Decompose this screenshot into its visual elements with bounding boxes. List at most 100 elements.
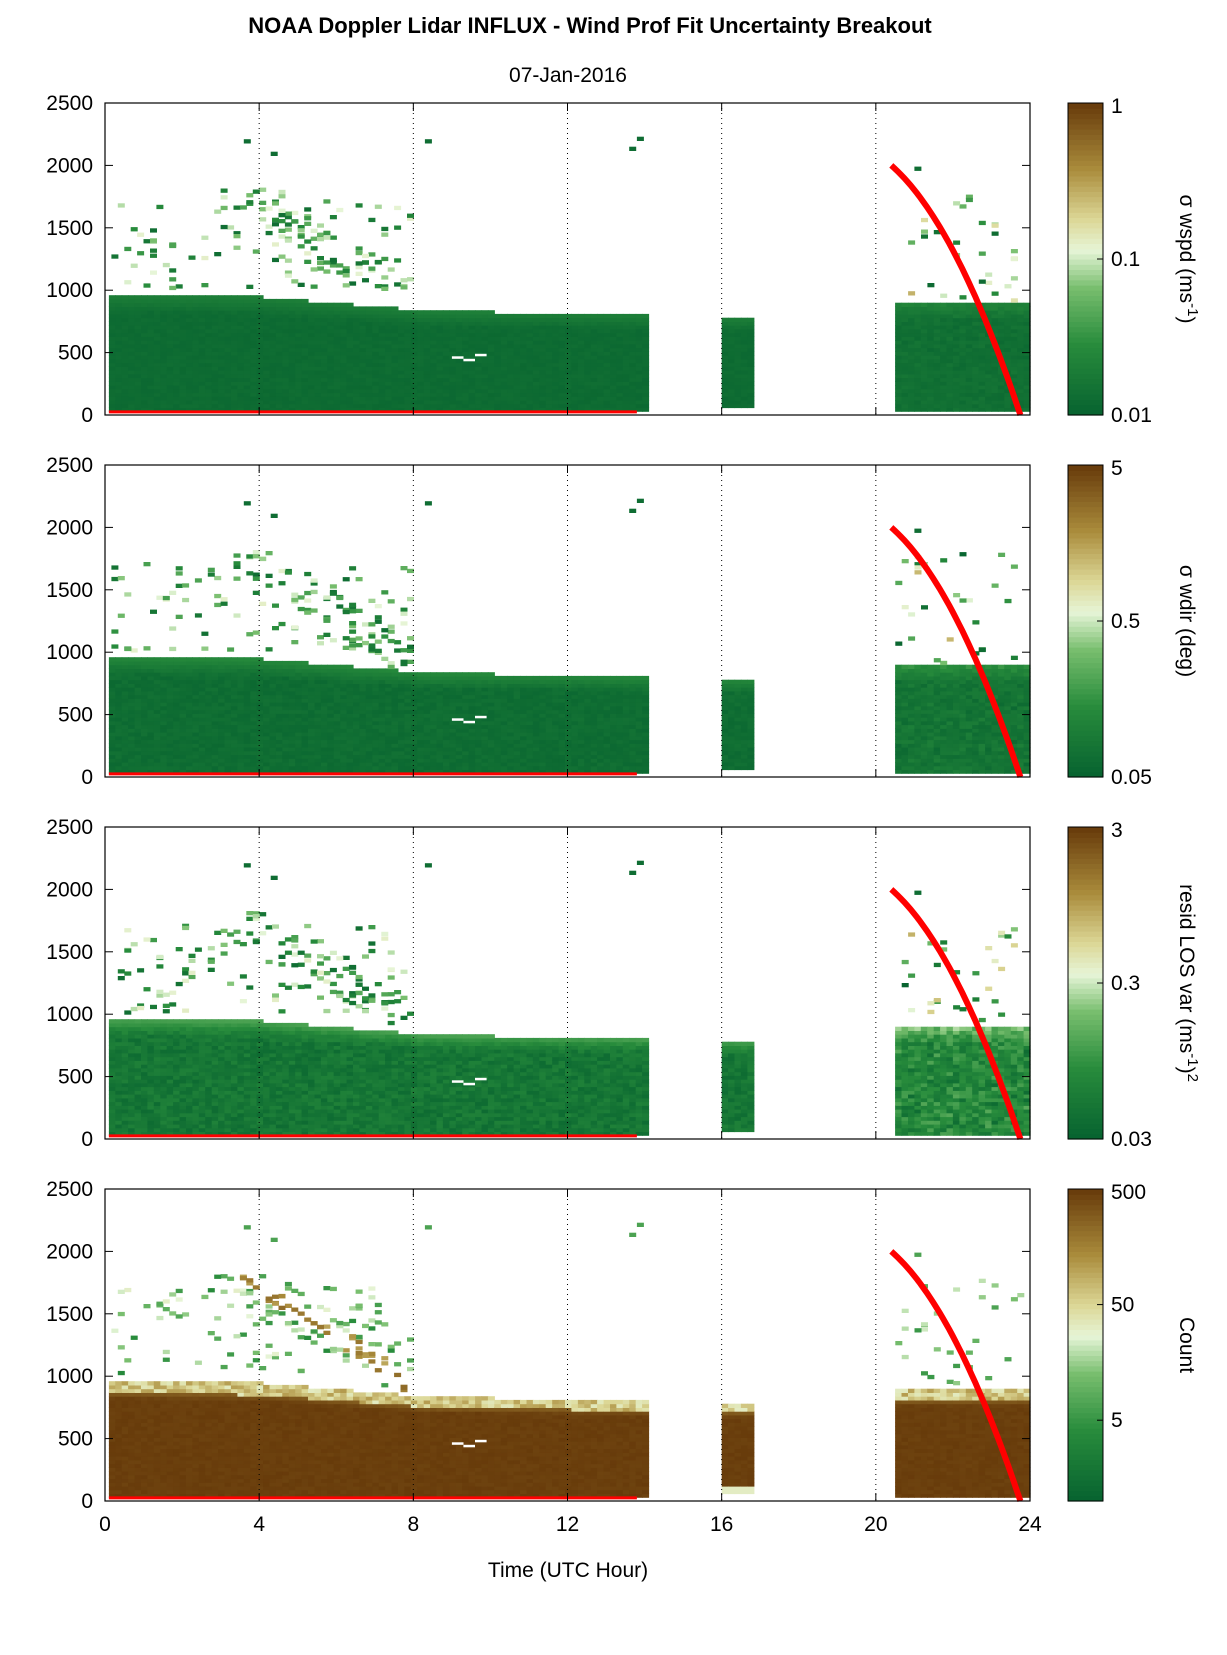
heatmap-cell [398, 381, 405, 386]
heatmap-cell [616, 328, 624, 334]
heatmap-cell [218, 683, 226, 688]
heatmap-cell [272, 201, 279, 206]
heatmap-cell [160, 717, 168, 722]
heatmap-cell [205, 657, 213, 662]
heatmap-cell [365, 743, 373, 748]
heatmap-cell [252, 249, 260, 254]
heatmap-cell [603, 407, 611, 412]
heatmap-cell [220, 188, 228, 193]
heatmap-cell [282, 328, 290, 334]
heatmap-cell [192, 407, 200, 412]
heatmap-cell [622, 385, 630, 390]
heatmap-cell [571, 396, 579, 401]
heatmap-cell [972, 403, 980, 409]
heatmap-cell [141, 750, 148, 756]
heatmap-cell [914, 317, 922, 322]
heatmap-cell [192, 747, 200, 752]
heatmap-cell [914, 328, 922, 334]
heatmap-cell [545, 403, 553, 409]
heatmap-cell [295, 313, 303, 319]
heatmap-cell [494, 347, 502, 352]
heatmap-cell [487, 373, 495, 379]
heatmap-cell [365, 668, 373, 673]
heatmap-cell [224, 298, 232, 304]
heatmap-cell [920, 336, 928, 341]
heatmap-cell [301, 366, 309, 371]
heatmap-cell [314, 313, 322, 319]
heatmap-cell [320, 400, 328, 405]
heatmap-cell [410, 732, 418, 737]
heatmap-cell [169, 268, 177, 273]
heatmap-cell [520, 313, 527, 319]
heatmap-cell [218, 720, 226, 726]
heatmap-cell [301, 660, 309, 666]
heatmap-cell [475, 403, 483, 409]
heatmap-cell [385, 747, 393, 752]
heatmap-cell [320, 769, 328, 774]
heatmap-cell [901, 340, 909, 345]
heatmap-cell [507, 355, 515, 360]
heatmap-cell [211, 306, 219, 311]
heatmap-cell [365, 358, 373, 364]
heatmap-cell [160, 690, 168, 696]
heatmap-cell [481, 336, 489, 341]
heatmap-cell [269, 328, 277, 334]
heatmap-cell [186, 336, 193, 341]
heatmap-cell [353, 694, 360, 699]
heatmap-cell [147, 385, 155, 390]
heatmap-cell [121, 366, 129, 371]
heatmap-cell [545, 336, 553, 341]
heatmap-cell [584, 373, 592, 379]
heatmap-cell [1010, 332, 1018, 337]
heatmap-cell [192, 657, 200, 662]
heatmap-cell [243, 765, 251, 771]
heatmap-cell [526, 325, 534, 330]
heatmap-cell [141, 321, 148, 326]
heatmap-cell [430, 388, 438, 394]
heatmap-cell [398, 362, 405, 367]
heatmap-cell [359, 321, 367, 326]
heatmap-cell [108, 660, 116, 666]
heatmap-cell [134, 732, 142, 737]
heatmap-cell [959, 317, 967, 322]
heatmap-cell [404, 355, 412, 360]
heatmap-cell [487, 400, 495, 405]
heatmap-cell [121, 377, 129, 382]
heatmap-cell [920, 355, 928, 360]
heatmap-cell [520, 358, 527, 364]
heatmap-cell [385, 407, 393, 412]
heatmap-cell [211, 705, 219, 711]
heatmap-cell [442, 769, 450, 774]
heatmap-cell [398, 694, 405, 699]
heatmap-cell [115, 325, 123, 330]
heatmap-cell [449, 362, 457, 367]
heatmap-cell [436, 675, 444, 681]
heatmap-cell [417, 679, 425, 684]
heatmap-cell [205, 679, 213, 684]
heatmap-cell [747, 340, 755, 345]
heatmap-cell [590, 392, 598, 397]
heatmap-cell [166, 340, 174, 345]
heatmap-cell [173, 739, 181, 744]
heatmap-cell [282, 724, 290, 729]
heatmap-cell [404, 403, 412, 409]
heatmap-cell [1023, 321, 1031, 326]
heatmap-cell [128, 675, 136, 681]
heatmap-cell [635, 328, 643, 334]
heatmap-cell [205, 754, 213, 759]
heatmap-cell [513, 377, 521, 382]
heatmap-cell [346, 403, 354, 409]
heatmap-cell [526, 366, 534, 371]
heatmap-cell [365, 750, 373, 756]
heatmap-cell [391, 717, 399, 722]
heatmap-cell [430, 313, 438, 319]
heatmap-cell [622, 366, 630, 371]
heatmap-cell [243, 683, 251, 688]
heatmap-cell [179, 690, 187, 696]
heatmap-cell [192, 698, 200, 703]
heatmap-cell [239, 205, 247, 210]
heatmap-cell [134, 373, 142, 379]
heatmap-cell [895, 362, 903, 367]
heatmap-cell [378, 400, 386, 405]
heatmap-cell [520, 388, 527, 394]
